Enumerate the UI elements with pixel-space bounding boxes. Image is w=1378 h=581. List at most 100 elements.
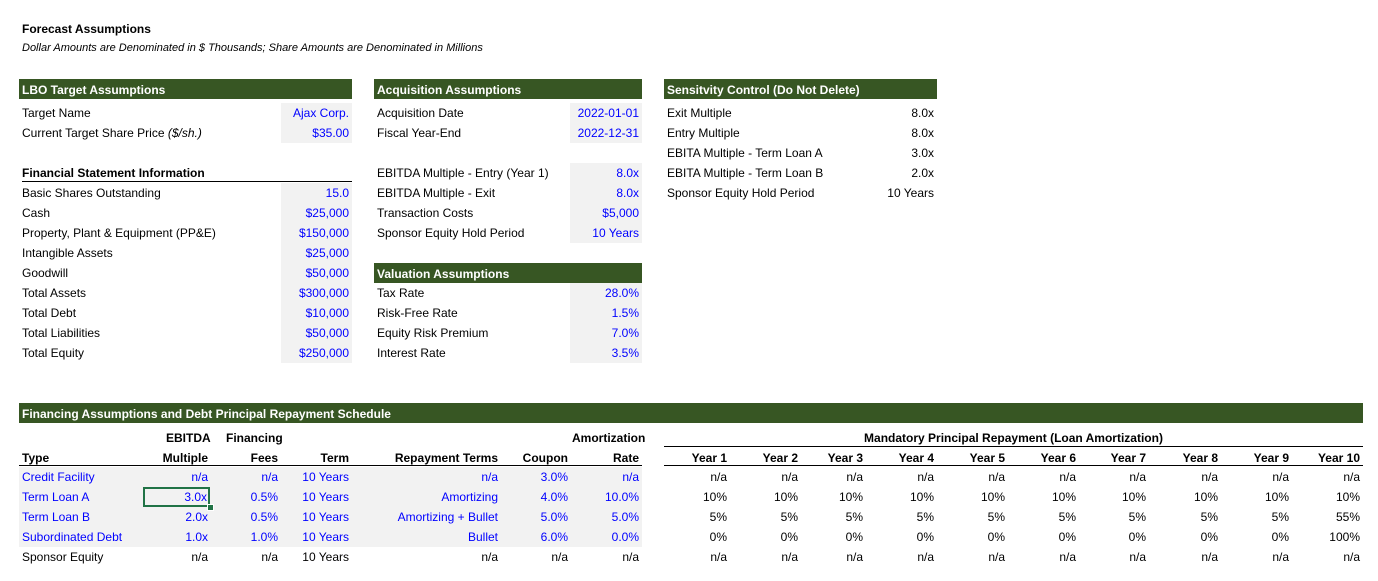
acq-value-cell[interactable]: 2022-12-31 xyxy=(577,126,639,140)
rate-cell[interactable]: 0.0% xyxy=(611,530,639,544)
debt-type-cell[interactable]: Term Loan B xyxy=(22,510,91,524)
sens-value-cell[interactable]: 8.0x xyxy=(911,106,934,120)
repayment-cell[interactable]: n/a xyxy=(481,470,498,484)
target-name-cell[interactable]: Ajax Corp. xyxy=(292,106,349,120)
debt-type-cell[interactable]: Term Loan A xyxy=(22,490,90,504)
fees-cell[interactable]: 0.5% xyxy=(250,490,278,504)
year-repayment-cell[interactable]: 10% xyxy=(1193,490,1218,504)
coupon-cell[interactable]: 6.0% xyxy=(540,530,568,544)
year-repayment-cell[interactable]: 5% xyxy=(845,510,863,524)
year-repayment-cell[interactable]: 5% xyxy=(916,510,934,524)
coupon-cell[interactable]: n/a xyxy=(551,550,568,564)
year-repayment-cell[interactable]: 55% xyxy=(1335,510,1360,524)
year-repayment-cell[interactable]: 5% xyxy=(1128,510,1146,524)
year-repayment-cell[interactable]: 0% xyxy=(780,530,798,544)
year-repayment-cell[interactable]: 0% xyxy=(1200,530,1218,544)
year-repayment-cell[interactable]: 0% xyxy=(845,530,863,544)
year-repayment-cell[interactable]: n/a xyxy=(988,470,1005,484)
year-repayment-cell[interactable]: n/a xyxy=(917,470,934,484)
year-repayment-cell[interactable]: n/a xyxy=(781,470,798,484)
repayment-cell[interactable]: Amortizing + Bullet xyxy=(397,510,498,524)
sens-value-cell[interactable]: 10 Years xyxy=(887,186,934,200)
fees-cell[interactable]: 1.0% xyxy=(250,530,278,544)
share-price-cell[interactable]: $35.00 xyxy=(312,126,349,140)
val-value-cell[interactable]: 28.0% xyxy=(604,286,639,300)
acq-value-cell[interactable]: 8.0x xyxy=(616,186,639,200)
year-repayment-cell[interactable]: n/a xyxy=(846,470,863,484)
debt-type-cell[interactable]: Credit Facility xyxy=(22,470,95,484)
year-repayment-cell[interactable]: 0% xyxy=(709,530,727,544)
rate-cell[interactable]: n/a xyxy=(622,470,639,484)
year-repayment-cell[interactable]: 10% xyxy=(980,490,1005,504)
year-repayment-cell[interactable]: 5% xyxy=(1271,510,1289,524)
acq-value-cell[interactable]: 2022-01-01 xyxy=(577,106,639,120)
year-repayment-cell[interactable]: n/a xyxy=(781,550,798,564)
repayment-cell[interactable]: Bullet xyxy=(467,530,498,544)
sens-value-cell[interactable]: 2.0x xyxy=(911,166,934,180)
year-repayment-cell[interactable]: n/a xyxy=(710,550,727,564)
year-repayment-cell[interactable]: n/a xyxy=(1343,550,1360,564)
coupon-cell[interactable]: 5.0% xyxy=(540,510,568,524)
term-cell[interactable]: 10 Years xyxy=(302,510,349,524)
multiple-cell[interactable]: n/a xyxy=(191,550,208,564)
year-repayment-cell[interactable]: 10% xyxy=(1121,490,1146,504)
multiple-cell[interactable]: 2.0x xyxy=(185,510,208,524)
year-repayment-cell[interactable]: n/a xyxy=(1059,470,1076,484)
fsi-value-cell[interactable]: $25,000 xyxy=(305,206,349,220)
year-repayment-cell[interactable]: n/a xyxy=(1129,550,1146,564)
term-cell[interactable]: 10 Years xyxy=(302,490,349,504)
year-repayment-cell[interactable]: 5% xyxy=(987,510,1005,524)
year-repayment-cell[interactable]: 10% xyxy=(702,490,727,504)
fees-cell[interactable]: n/a xyxy=(261,470,278,484)
sens-value-cell[interactable]: 8.0x xyxy=(911,126,934,140)
fsi-value-cell[interactable]: $150,000 xyxy=(298,226,349,240)
val-value-cell[interactable]: 7.0% xyxy=(611,326,639,340)
multiple-cell[interactable]: 1.0x xyxy=(185,530,208,544)
fsi-value-cell[interactable]: $50,000 xyxy=(305,266,349,280)
sens-value-cell[interactable]: 3.0x xyxy=(911,146,934,160)
year-repayment-cell[interactable]: n/a xyxy=(1201,550,1218,564)
year-repayment-cell[interactable]: n/a xyxy=(917,550,934,564)
rate-cell[interactable]: 10.0% xyxy=(604,490,639,504)
year-repayment-cell[interactable]: 10% xyxy=(1264,490,1289,504)
year-repayment-cell[interactable]: 5% xyxy=(709,510,727,524)
fsi-value-cell[interactable]: $50,000 xyxy=(305,326,349,340)
year-repayment-cell[interactable]: 5% xyxy=(1200,510,1218,524)
year-repayment-cell[interactable]: 0% xyxy=(1128,530,1146,544)
year-repayment-cell[interactable]: 10% xyxy=(838,490,863,504)
year-repayment-cell[interactable]: 10% xyxy=(1051,490,1076,504)
multiple-cell[interactable]: n/a xyxy=(191,470,208,484)
year-repayment-cell[interactable]: 0% xyxy=(916,530,934,544)
fsi-value-cell[interactable]: $10,000 xyxy=(305,306,349,320)
fill-handle[interactable] xyxy=(207,504,214,511)
year-repayment-cell[interactable]: 5% xyxy=(1058,510,1076,524)
fsi-value-cell[interactable]: $300,000 xyxy=(298,286,349,300)
debt-type-cell[interactable]: Subordinated Debt xyxy=(22,530,123,544)
acq-value-cell[interactable]: 8.0x xyxy=(616,166,639,180)
year-repayment-cell[interactable]: 0% xyxy=(987,530,1005,544)
year-repayment-cell[interactable]: n/a xyxy=(988,550,1005,564)
debt-type-cell[interactable]: Sponsor Equity xyxy=(22,550,104,564)
rate-cell[interactable]: 5.0% xyxy=(611,510,639,524)
multiple-cell[interactable]: 3.0x xyxy=(143,487,210,507)
term-cell[interactable]: 10 Years xyxy=(302,530,349,544)
year-repayment-cell[interactable]: n/a xyxy=(1129,470,1146,484)
fsi-value-cell[interactable]: 15.0 xyxy=(325,186,349,200)
acq-value-cell[interactable]: 10 Years xyxy=(592,226,639,240)
repayment-cell[interactable]: n/a xyxy=(481,550,498,564)
term-cell[interactable]: 10 Years xyxy=(302,550,349,564)
year-repayment-cell[interactable]: 10% xyxy=(1335,490,1360,504)
year-repayment-cell[interactable]: n/a xyxy=(846,550,863,564)
acq-value-cell[interactable]: $5,000 xyxy=(602,206,639,220)
coupon-cell[interactable]: 4.0% xyxy=(540,490,568,504)
year-repayment-cell[interactable]: 0% xyxy=(1058,530,1076,544)
fees-cell[interactable]: 0.5% xyxy=(250,510,278,524)
rate-cell[interactable]: n/a xyxy=(622,550,639,564)
year-repayment-cell[interactable]: 10% xyxy=(909,490,934,504)
year-repayment-cell[interactable]: n/a xyxy=(1272,550,1289,564)
fees-cell[interactable]: n/a xyxy=(261,550,278,564)
val-value-cell[interactable]: 3.5% xyxy=(611,346,639,360)
year-repayment-cell[interactable]: 10% xyxy=(773,490,798,504)
fsi-value-cell[interactable]: $250,000 xyxy=(298,346,349,360)
year-repayment-cell[interactable]: n/a xyxy=(1343,470,1360,484)
